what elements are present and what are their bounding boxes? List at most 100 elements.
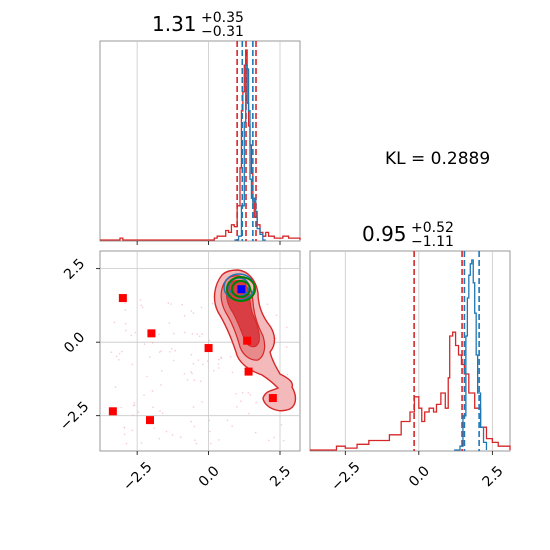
joint-sample-dot-25 (249, 393, 252, 396)
joint-xtick-label-2: 2.5 (267, 463, 294, 490)
joint-sample-dot-118 (184, 331, 186, 334)
marginal-param1-title-value: 1.31 (152, 12, 197, 36)
joint-sample-dot-28 (118, 359, 120, 361)
joint-sample-dot-45 (110, 351, 113, 354)
joint-sample-dot-137 (133, 402, 136, 404)
joint-sample-dot-114 (170, 303, 172, 305)
joint-sample-dot-31 (190, 371, 192, 373)
joint-sample-dot-17 (191, 332, 194, 335)
joint-sample-dot-70 (192, 406, 195, 408)
joint-red-marker-1 (147, 329, 156, 338)
joint-sample-dot-38 (280, 424, 283, 426)
joint-sample-dot-117 (275, 314, 278, 317)
panel-marginal-param1: 1.31 +0.35 −0.31 (99, 10, 301, 245)
joint-red-marker-7 (268, 394, 277, 403)
joint-sample-dot-89 (226, 419, 229, 422)
marginal-param2-title-value: 0.95 (362, 222, 407, 246)
joint-sample-dot-81 (131, 429, 134, 432)
marginal-param1-series (100, 41, 301, 241)
joint-sample-dot-107 (220, 356, 222, 359)
joint-sample-dot-0 (199, 380, 202, 383)
joint-sample-dot-103 (115, 355, 118, 358)
joint-sample-dot-116 (193, 379, 196, 382)
joint-sample-dot-67 (183, 315, 186, 317)
joint-ytick-label-2: 2.5 (61, 256, 88, 283)
joint-sample-dot-26 (134, 331, 136, 334)
joint-sample-dot-10 (141, 306, 144, 309)
joint-sample-dot-88 (210, 442, 212, 445)
joint-sample-dot-97 (195, 442, 198, 445)
joint-sample-dot-9 (212, 369, 215, 372)
joint-sample-dot-126 (273, 436, 275, 439)
joint-sample-dot-4 (218, 358, 220, 361)
joint-sample-dot-23 (196, 333, 198, 336)
joint-red-marker-2 (204, 344, 213, 353)
joint-sample-dot-75 (124, 309, 127, 311)
joint-sample-dot-112 (198, 335, 201, 338)
joint-sample-dot-63 (151, 342, 154, 344)
panel-marginal-param1-frame (99, 40, 301, 242)
joint-green-outer-contour (226, 276, 256, 302)
joint-sample-dot-82 (231, 371, 234, 374)
joint-sample-dot-71 (171, 434, 174, 436)
joint-red-marker-6 (146, 416, 154, 425)
joint-sample-dot-58 (208, 419, 211, 422)
marginal-param1-ticks (136, 241, 281, 245)
marginal-param1-title-lower: −0.31 (201, 24, 244, 40)
joint-sample-dot-51 (275, 337, 277, 340)
joint-sample-dot-111 (124, 322, 127, 325)
joint-sample-dot-100 (146, 375, 148, 378)
marginal-param2-grid (344, 251, 493, 451)
joint-sample-dot-80 (206, 360, 209, 362)
joint-sample-dot-90 (190, 310, 193, 312)
joint-sample-dot-92 (229, 356, 232, 358)
joint-blue-marker (237, 285, 246, 294)
joint-sample-dot-52 (113, 321, 116, 324)
joint-sample-dot-136 (160, 384, 162, 386)
joint-sample-dot-105 (152, 406, 154, 409)
joint-sample-dot-135 (255, 401, 257, 404)
kl-annotation: KL = 0.2889 (385, 149, 490, 169)
joint-sample-dot-42 (149, 356, 151, 358)
joint-sample-dot-109 (172, 359, 175, 362)
joint-sample-dot-77 (114, 386, 117, 388)
joint-sample-dot-121 (266, 303, 269, 306)
marginal-param2-xtick-label-2: 2.5 (480, 463, 507, 490)
joint-sample-dot-123 (173, 332, 175, 335)
joint-sample-dot-125 (151, 390, 154, 392)
panel-marginal-param2: −2.5 0.0 2.5 0.95 +0.52 −1.11 (309, 220, 511, 494)
joint-sample-dot-122 (208, 339, 211, 342)
joint-sample-dot-29 (235, 393, 237, 395)
joint-sample-dot-94 (202, 363, 204, 366)
joint-sample-dot-96 (118, 352, 121, 355)
joint-sample-dot-53 (240, 400, 242, 403)
marginal-param2-series (310, 251, 511, 451)
marginal-param1-title-upper: +0.35 (201, 10, 244, 26)
joint-sample-dot-61 (160, 370, 163, 372)
joint-sample-dot-115 (120, 406, 122, 409)
joint-sample-dot-74 (123, 427, 126, 429)
joint-sample-dot-39 (247, 392, 250, 394)
marginal-param1-grid (136, 41, 281, 241)
joint-sample-dot-22 (153, 427, 155, 430)
joint-green-inner-contour (231, 280, 251, 298)
joint-sample-dot-40 (211, 302, 214, 305)
joint-sample-dot-14 (186, 379, 189, 381)
joint-sample-dot-27 (192, 312, 195, 314)
joint-sample-dot-12 (131, 363, 134, 366)
joint-sample-dot-32 (190, 420, 192, 423)
joint-sample-dot-47 (125, 442, 128, 445)
joint-sample-dot-48 (193, 425, 196, 428)
joint-sample-dot-119 (181, 303, 183, 306)
joint-sample-dot-84 (194, 439, 196, 442)
joint-sample-dot-113 (183, 373, 186, 375)
joint-sample-dot-7 (201, 333, 203, 335)
joint-sample-dot-68 (197, 359, 200, 361)
joint-red-marker-3 (243, 336, 252, 345)
joint-sample-dot-132 (160, 350, 162, 352)
joint-sample-dot-60 (200, 306, 203, 309)
marginal-param2-xtick-label-0: −2.5 (328, 459, 363, 494)
joint-red-marker-5 (108, 407, 117, 416)
marginal-param2-title-upper: +0.52 (411, 220, 454, 236)
